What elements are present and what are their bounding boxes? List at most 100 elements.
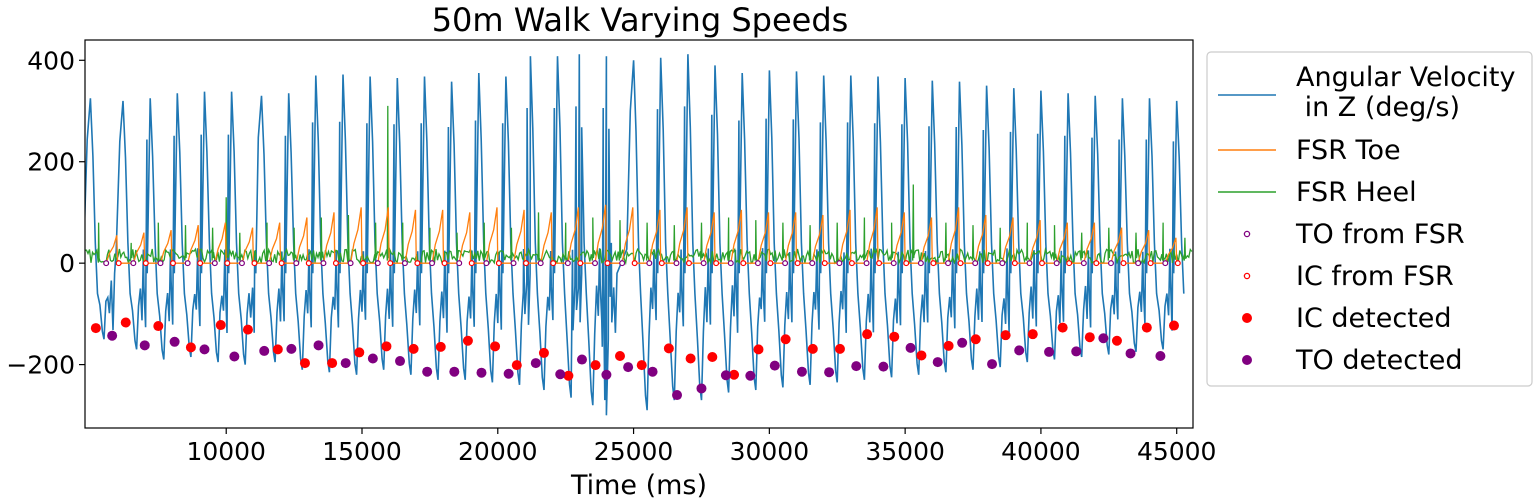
y-tick-label: 200 (27, 148, 75, 177)
to-detected-point (932, 357, 943, 368)
fsr-toe-line (105, 204, 1178, 264)
series-layer (85, 54, 1193, 416)
to-fsr-marker (863, 260, 870, 267)
to-detected-point (395, 356, 406, 367)
legend-label-fsr_toe: FSR Toe (1296, 135, 1401, 166)
ic-detected-point (862, 329, 873, 340)
x-tick-label: 30000 (730, 437, 810, 466)
to-fsr-marker (564, 260, 571, 267)
x-tick-label: 15000 (322, 437, 402, 466)
x-tick-label: 25000 (594, 437, 674, 466)
x-tick-label: 10000 (186, 437, 266, 466)
ic-detected-point (90, 323, 101, 334)
ic-fsr-marker (685, 260, 692, 267)
ic-detected-point (916, 350, 927, 361)
to-detected-point (576, 354, 587, 365)
to-fsr-marker (1053, 260, 1060, 267)
to-fsr-marker (429, 260, 436, 267)
ic-detected-point (707, 351, 718, 362)
to-fsr-marker (184, 260, 191, 267)
ic-fsr-marker (441, 260, 448, 267)
ic-fsr-marker (713, 260, 720, 267)
to-detected-point (555, 369, 566, 380)
to-fsr-marker (157, 260, 164, 267)
to-fsr-marker (646, 260, 653, 267)
ic-detected-point (1027, 329, 1038, 340)
x-tick-label: 35000 (865, 437, 945, 466)
x-tick-label: 45000 (1137, 437, 1217, 466)
to-fsr-marker (673, 260, 680, 267)
ic-detected-point (663, 343, 674, 354)
to-fsr-marker (238, 260, 245, 267)
to-fsr-marker (510, 260, 517, 267)
to-fsr-marker (211, 260, 218, 267)
ic-detected-point (834, 343, 845, 354)
to-detected-point (313, 340, 324, 351)
to-detected-point (957, 337, 968, 348)
ic-fsr-marker (1066, 260, 1073, 267)
ic-fsr-marker (821, 260, 828, 267)
legend-swatch-ic_detected (1242, 313, 1252, 323)
ic-detected-point (462, 335, 473, 346)
y-axis: −200 0 200 400 (6, 46, 85, 380)
to-fsr-marker (347, 260, 354, 267)
marker-layer (90, 260, 1181, 401)
legend-label-ic_fsr: IC from FSR (1296, 261, 1454, 292)
y-tick-label: 0 (59, 249, 75, 278)
to-fsr-marker (266, 260, 273, 267)
ic-fsr-marker (414, 260, 421, 267)
to-detected-point (745, 370, 756, 381)
ic-fsr-marker (604, 260, 611, 267)
ic-detected-point (408, 343, 419, 354)
ic-fsr-marker (305, 260, 312, 267)
ic-fsr-marker (794, 260, 801, 267)
to-fsr-marker (727, 260, 734, 267)
ic-fsr-marker (550, 260, 557, 267)
to-fsr-marker (1135, 260, 1142, 267)
ic-detected-point (327, 358, 338, 369)
ic-fsr-marker (278, 260, 285, 267)
ic-fsr-marker (495, 260, 502, 267)
to-detected-point (476, 367, 487, 378)
to-fsr-marker (130, 260, 137, 267)
to-detected-point (259, 345, 270, 356)
to-detected-point (672, 390, 683, 401)
ic-detected-point (1141, 322, 1152, 333)
to-detected-point (796, 366, 807, 377)
legend-label-fsr_heel: FSR Heel (1296, 177, 1417, 208)
to-detected-point (139, 340, 150, 351)
ic-fsr-marker (1093, 260, 1100, 267)
ic-detected-point (590, 360, 601, 371)
to-detected-point (229, 351, 240, 362)
ic-fsr-marker (142, 260, 149, 267)
to-detected-point (199, 344, 210, 355)
to-fsr-marker (972, 260, 979, 267)
to-fsr-marker (809, 260, 816, 267)
to-fsr-marker (754, 260, 761, 267)
ic-fsr-marker (767, 260, 774, 267)
to-fsr-marker (1162, 260, 1169, 267)
to-fsr-marker (456, 260, 463, 267)
ic-detected-point (943, 340, 954, 351)
ic-fsr-marker (224, 260, 231, 267)
ic-fsr-marker (332, 260, 339, 267)
ic-fsr-marker (169, 260, 176, 267)
x-tick-label: 40000 (1001, 437, 1081, 466)
ic-detected-point (807, 343, 818, 354)
ic-fsr-marker (876, 260, 883, 267)
ic-detected-point (538, 347, 549, 358)
ic-detected-point (242, 324, 253, 335)
ic-detected-point (563, 370, 574, 381)
ic-detected-point (120, 317, 131, 328)
to-fsr-marker (890, 260, 897, 267)
to-detected-point (1098, 333, 1109, 344)
ic-fsr-marker (984, 260, 991, 267)
to-detected-point (107, 330, 118, 341)
to-detected-point (1125, 348, 1136, 359)
to-detected-point (340, 358, 351, 369)
ic-fsr-marker (1174, 260, 1181, 267)
to-fsr-marker (945, 260, 952, 267)
to-detected-point (601, 369, 612, 380)
ic-detected-point (753, 344, 764, 355)
